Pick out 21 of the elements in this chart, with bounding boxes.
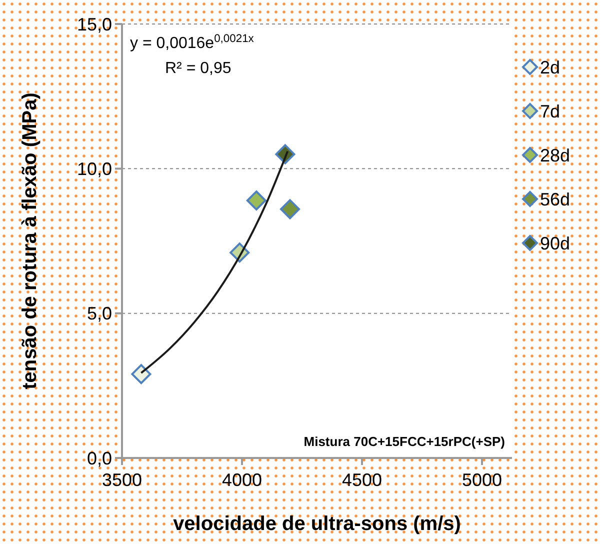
annotation: y = 0,0016e$^{0,0021x}$ — [130, 33, 254, 52]
annotation: Mistura 70C+15FCC+15rPC(+SP) — [304, 434, 505, 449]
x-tick-label: 3500 — [102, 470, 142, 490]
y-axis-title: tensão de rotura à flexão (MPa) — [19, 92, 41, 390]
legend-label: 2d — [540, 57, 560, 78]
legend-label: 28d — [540, 145, 570, 166]
legend-label: 90d — [540, 233, 570, 254]
point — [131, 364, 152, 384]
y-tick-label: 0,0 — [86, 448, 112, 468]
x-tick-label: 4000 — [222, 470, 262, 490]
y-tick-label: 5,0 — [86, 304, 112, 324]
point — [246, 190, 266, 210]
legend-label: 56d — [540, 189, 570, 210]
point — [280, 199, 300, 220]
x-axis-title: velocidade de ultra-sons (m/s) — [173, 513, 461, 535]
legend-label: 7d — [540, 101, 560, 122]
y-tick-label: 15,0 — [76, 14, 112, 34]
x-tick-label: 4500 — [342, 470, 382, 490]
x-tick-label: 5000 — [462, 470, 502, 490]
y-tick-label: 10,0 — [76, 158, 112, 179]
annotation: R² = 0,95 — [165, 60, 232, 77]
